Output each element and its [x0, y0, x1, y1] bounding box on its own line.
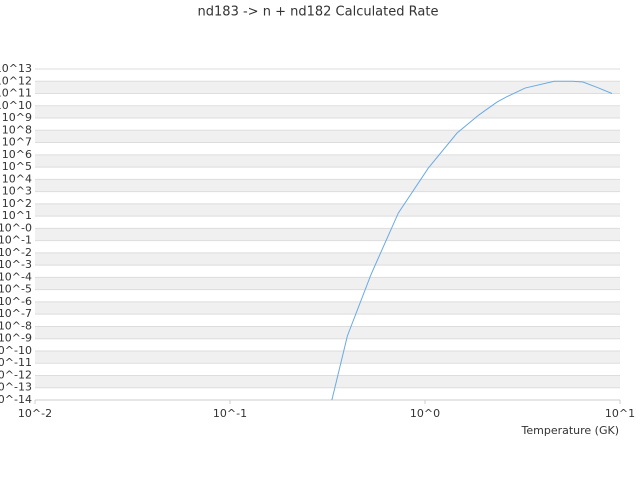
y-tick-label: 10^7	[2, 136, 32, 149]
grid-band	[35, 326, 620, 339]
grid-band	[35, 350, 620, 364]
y-tick-label: 10^-8	[0, 319, 32, 332]
chart-title: nd183 -> n + nd182 Calculated Rate	[198, 5, 439, 20]
y-tick-label: 10^-1	[0, 234, 32, 247]
y-tick-label: 10^-2	[0, 246, 32, 259]
grid-band	[35, 301, 620, 315]
grid-band	[35, 228, 620, 241]
grid-band	[35, 130, 620, 143]
y-tick-label: 10^2	[2, 197, 32, 210]
grid-band	[35, 81, 620, 94]
y-tick-label: 10^-13	[0, 381, 32, 394]
y-tick-label: 10^-9	[0, 332, 32, 345]
y-tick-label: 10^8	[2, 123, 32, 136]
y-tick-label: 10^-14	[0, 393, 32, 406]
grid-band	[35, 252, 620, 266]
x-tick-label: 10^-2	[18, 407, 52, 420]
x-tick-label: 10^0	[410, 407, 440, 420]
y-tick-label: 10^-5	[0, 283, 32, 296]
x-tick-label: 10^-1	[213, 407, 247, 420]
grid-band	[35, 154, 620, 168]
y-tick-label: 10^-3	[0, 258, 32, 271]
y-tick-label: 10^-11	[0, 356, 32, 369]
y-tick-label: 10^4	[2, 172, 32, 185]
y-tick-label: 10^1	[2, 209, 32, 222]
y-tick-label: 10^11	[0, 87, 32, 100]
y-tick-label: 10^-10	[0, 344, 32, 357]
grid-band	[35, 375, 620, 388]
y-tick-label: 10^-7	[0, 307, 32, 320]
y-tick-label: 10^-12	[0, 368, 32, 381]
grid-band	[35, 203, 620, 217]
grid-band	[35, 105, 620, 119]
y-tick-label: 10^-6	[0, 295, 32, 308]
y-tick-label: 10^-4	[0, 270, 32, 283]
y-tick-label: 10^-0	[0, 221, 32, 234]
y-tick-label: 10^3	[2, 185, 32, 198]
y-tick-label: 10^12	[0, 74, 32, 87]
y-tick-label: 10^6	[2, 148, 32, 161]
x-axis-label: Temperature (GK)	[521, 424, 620, 437]
grid	[35, 68, 620, 401]
grid-band	[35, 277, 620, 290]
x-tick-label: 10^1	[605, 407, 635, 420]
grid-band	[35, 179, 620, 192]
y-tick-label: 10^5	[2, 160, 32, 173]
y-tick-label: 10^13	[0, 62, 32, 75]
y-tick-label: 10^10	[0, 99, 32, 112]
y-tick-label: 10^9	[2, 111, 32, 124]
series-line	[331, 80, 613, 401]
